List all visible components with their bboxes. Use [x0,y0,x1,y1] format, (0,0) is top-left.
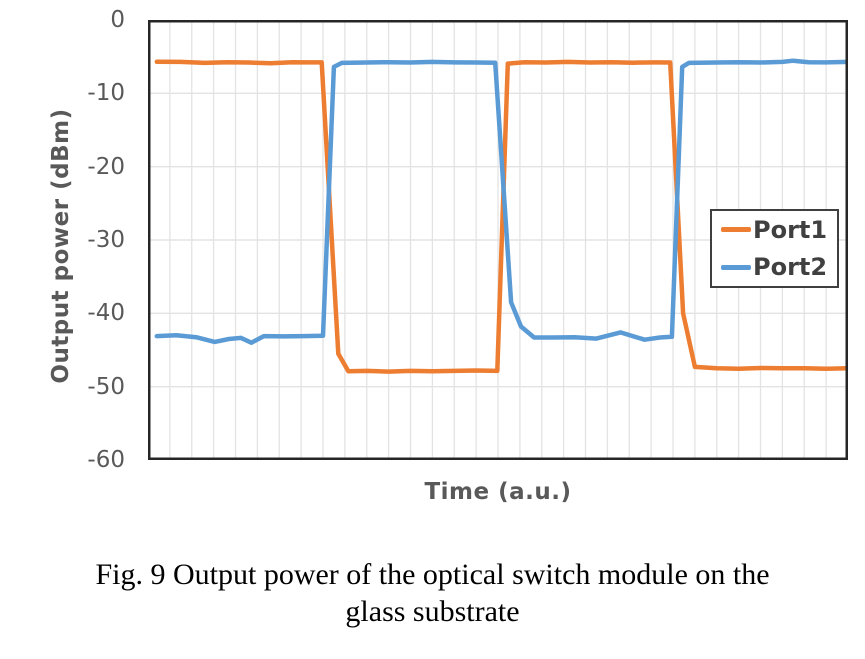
series-line-port2 [154,58,848,345]
y-tick-label: -60 [87,447,125,473]
plot-svg [148,20,848,460]
legend-item-port1: Port1 [712,211,837,248]
x-axis-title: Time (a.u.) [424,479,572,505]
caption-line-1: Fig. 9 Output power of the optical switc… [95,558,770,591]
legend: Port1 Port2 [710,209,839,288]
plot-border [148,20,848,460]
legend-label-port1: Port1 [753,215,828,244]
series-line-port1 [154,59,848,374]
legend-label-port2: Port2 [753,253,828,282]
y-tick-label: -30 [87,227,125,253]
y-tick-label: -40 [87,300,125,327]
port2-line-swatch [721,264,751,270]
legend-item-port2: Port2 [712,249,837,286]
y-tick-label: 0 [110,7,125,33]
caption-line-2: glass substrate [345,595,520,628]
y-tick-label: -10 [87,80,125,107]
port1-line-swatch [721,227,751,233]
y-tick-label: -20 [87,153,125,180]
figure-caption: Fig. 9 Output power of the optical switc… [0,556,865,630]
y-tick-label: -50 [87,373,125,400]
plot-area [148,20,848,460]
